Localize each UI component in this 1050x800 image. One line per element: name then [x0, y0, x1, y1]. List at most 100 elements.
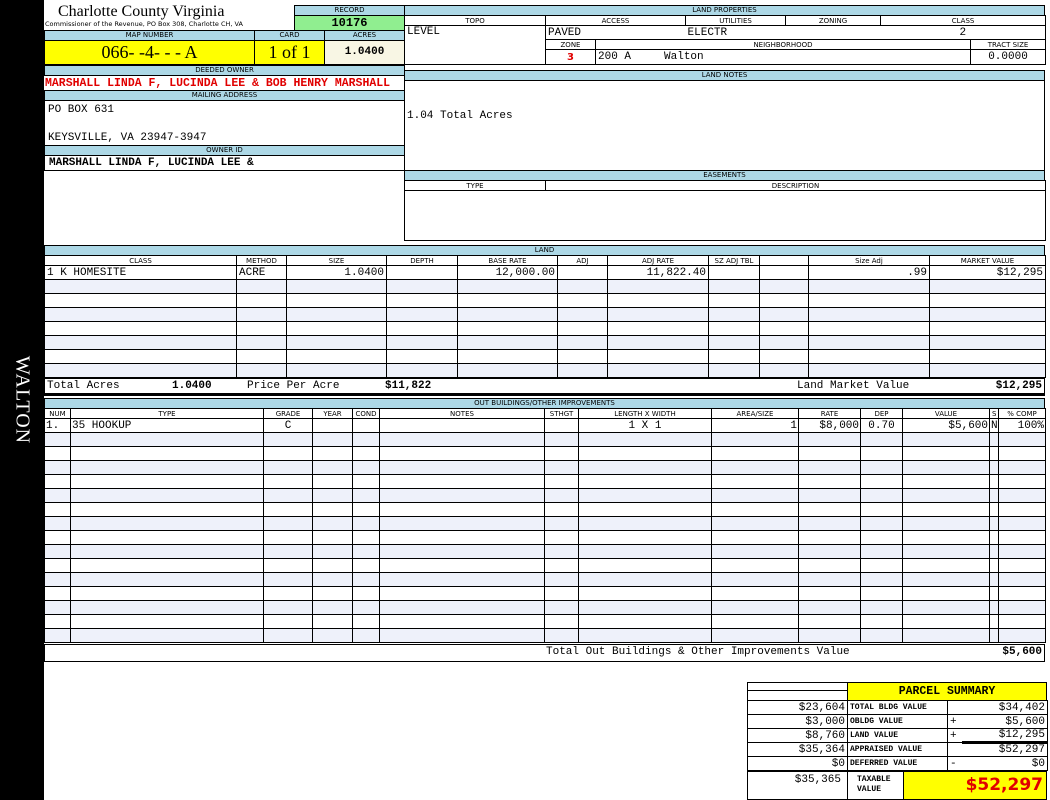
outbuildings-cell	[544, 600, 579, 615]
outbuildings-cell	[379, 488, 545, 503]
outbuildings-cell	[263, 488, 313, 503]
access-value: PAVED	[544, 25, 686, 40]
outbuildings-cell	[352, 502, 380, 517]
zoning-value	[785, 25, 881, 40]
land-cell	[286, 279, 387, 294]
topo-value: LEVEL	[404, 25, 546, 65]
summary-prior-value: $23,604	[747, 700, 848, 715]
land-row	[44, 363, 1046, 378]
outbuildings-cell	[379, 418, 545, 433]
outbuildings-cell	[379, 530, 545, 545]
outbuildings-row	[44, 474, 1046, 489]
summary-operator: +	[947, 728, 962, 743]
outbuildings-cell	[312, 558, 353, 573]
summary-operator	[947, 742, 962, 757]
summary-label: LAND VALUE	[847, 728, 948, 743]
side-strip: WALTON	[0, 0, 44, 800]
land-totals-row: Total Acres 1.0400 Price Per Acre $11,82…	[44, 378, 1045, 396]
land-cell	[386, 279, 458, 294]
land-cell	[607, 279, 709, 294]
neighborhood-value: 200 A Walton	[594, 49, 972, 65]
outbuildings-cell	[70, 432, 264, 447]
outbuildings-cell	[578, 600, 712, 615]
summary-operator: -	[947, 756, 962, 771]
land-cell	[457, 335, 558, 350]
outbuildings-cell	[989, 558, 999, 573]
outbuildings-cell	[902, 488, 990, 503]
land-cell	[236, 363, 287, 378]
land-cell: ACRE	[236, 265, 287, 280]
outbuildings-cell	[989, 460, 999, 475]
outbuildings-cell	[352, 628, 380, 643]
outbuildings-cell	[711, 600, 799, 615]
outbuildings-cell	[798, 446, 861, 461]
land-row	[44, 307, 1046, 322]
outbuildings-cell	[711, 628, 799, 643]
outbuildings-cell	[998, 460, 1046, 475]
outbuildings-cell	[578, 544, 712, 559]
land-table: CLASS METHOD SIZE DEPTH BASE RATE ADJ ADJ RATE…	[44, 255, 1046, 378]
outbuildings-cell	[998, 516, 1046, 531]
outbuildings-cell	[544, 572, 579, 587]
outbuildings-cell	[989, 544, 999, 559]
outbuildings-cell	[989, 432, 999, 447]
land-cell	[286, 363, 387, 378]
land-cell	[607, 307, 709, 322]
land-column-header	[759, 255, 809, 266]
neighborhood-code: 200 A	[598, 51, 632, 63]
land-cell	[386, 363, 458, 378]
outbuildings-cell	[263, 530, 313, 545]
outbuildings-column-header: AREA/SIZE	[711, 408, 799, 419]
outbuildings-cell	[711, 488, 799, 503]
outbuildings-cell	[263, 628, 313, 643]
outbuildings-cell	[902, 628, 990, 643]
land-cell	[929, 363, 1046, 378]
outbuildings-cell	[998, 544, 1046, 559]
land-market-value: $12,295	[995, 380, 1042, 392]
outbuildings-cell	[44, 530, 71, 545]
tract-size-value: 0.0000	[970, 49, 1047, 65]
land-cell: .99	[808, 265, 930, 280]
land-cell	[929, 321, 1046, 336]
land-cell	[457, 307, 558, 322]
county-title: Charlotte County Virginia	[58, 3, 225, 20]
outbuildings-cell	[263, 474, 313, 489]
outbuildings-cell	[578, 572, 712, 587]
land-cell	[759, 265, 809, 280]
outbuildings-row	[44, 488, 1046, 503]
land-cell	[607, 335, 709, 350]
outbuildings-cell	[578, 558, 712, 573]
outbuildings-cell	[998, 614, 1046, 629]
land-cell	[759, 307, 809, 322]
outbuildings-cell	[44, 460, 71, 475]
outbuildings-cell	[578, 586, 712, 601]
outbuildings-row	[44, 544, 1046, 559]
outbuildings-cell	[544, 628, 579, 643]
outbuildings-row	[44, 628, 1046, 643]
outbuildings-cell	[352, 446, 380, 461]
record-number: 10176	[294, 15, 405, 31]
land-cell	[44, 321, 237, 336]
land-cell	[236, 307, 287, 322]
land-cell	[44, 307, 237, 322]
outbuildings-row	[44, 502, 1046, 517]
land-cell	[557, 307, 608, 322]
land-cell	[708, 279, 760, 294]
land-cell	[236, 279, 287, 294]
outbuildings-cell	[379, 446, 545, 461]
outbuildings-cell	[544, 586, 579, 601]
outbuildings-cell: 1.	[44, 418, 71, 433]
outbuildings-cell	[798, 586, 861, 601]
land-cell	[386, 335, 458, 350]
easement-description-header: DESCRIPTION	[545, 180, 1046, 191]
outbuildings-cell	[70, 446, 264, 461]
outbuildings-column-header: YEAR	[312, 408, 353, 419]
land-cell	[386, 307, 458, 322]
outbuildings-cell	[902, 558, 990, 573]
land-header-row: CLASS METHOD SIZE DEPTH BASE RATE ADJ ADJ RATE…	[44, 255, 1046, 266]
land-cell	[708, 293, 760, 308]
outbuildings-cell	[902, 516, 990, 531]
outbuildings-cell	[544, 474, 579, 489]
outbuildings-cell	[998, 558, 1046, 573]
outbuildings-cell	[798, 600, 861, 615]
